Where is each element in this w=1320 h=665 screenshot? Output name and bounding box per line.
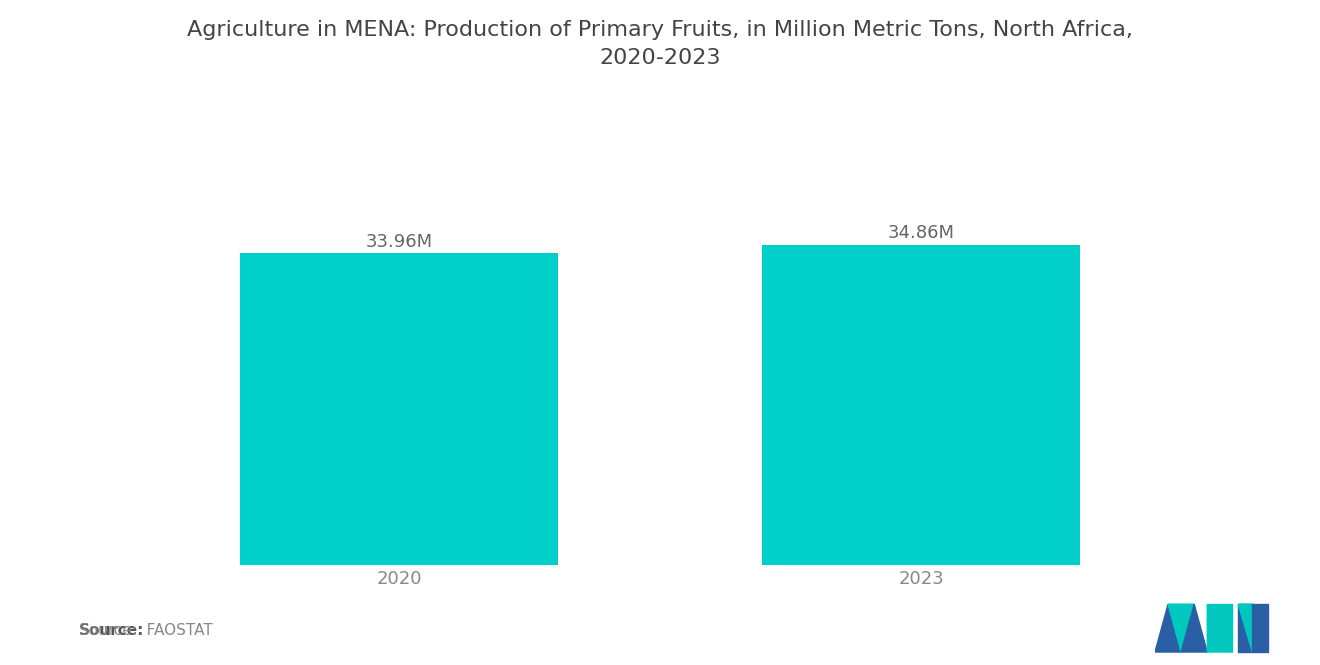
Bar — [240, 253, 558, 565]
Polygon shape — [1208, 604, 1233, 652]
Text: 33.96M: 33.96M — [366, 233, 433, 251]
Bar — [762, 245, 1080, 565]
Polygon shape — [1168, 604, 1195, 652]
Polygon shape — [1238, 604, 1253, 652]
Polygon shape — [1238, 604, 1267, 652]
Text: 34.86M: 34.86M — [887, 224, 954, 242]
Text: Source:  FAOSTAT: Source: FAOSTAT — [79, 623, 213, 638]
Polygon shape — [1181, 604, 1208, 652]
Polygon shape — [1253, 604, 1267, 652]
Polygon shape — [1208, 604, 1233, 652]
Text: Source:: Source: — [79, 623, 145, 638]
Text: Agriculture in MENA: Production of Primary Fruits, in Million Metric Tons, North: Agriculture in MENA: Production of Prima… — [187, 20, 1133, 68]
Polygon shape — [1155, 604, 1181, 652]
